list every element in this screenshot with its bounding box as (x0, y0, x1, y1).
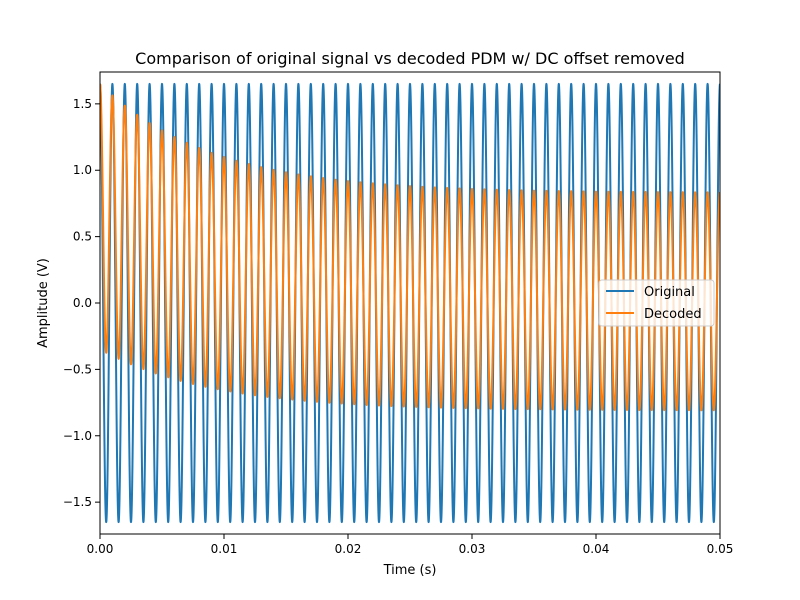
x-axis-label: Time (s) (383, 563, 437, 578)
y-tick-label: −1.0 (63, 429, 92, 443)
y-tick-label: 0.5 (73, 230, 92, 244)
x-tick-label: 0.02 (335, 542, 362, 556)
x-axis-ticks: 0.00 0.01 0.02 0.03 0.04 0.05 (87, 534, 734, 556)
x-tick-label: 0.05 (707, 542, 734, 556)
legend-label-original: Original (644, 285, 695, 300)
legend: Original Decoded (598, 279, 715, 327)
series-line-decoded (100, 83, 720, 412)
x-tick-label: 0.04 (583, 542, 610, 556)
legend-label-decoded: Decoded (644, 307, 702, 322)
series-line-original (100, 82, 720, 524)
x-tick-label: 0.01 (211, 542, 238, 556)
y-tick-label: −1.5 (63, 495, 92, 509)
y-axis-label: Amplitude (V) (36, 258, 51, 348)
y-tick-label: −0.5 (63, 362, 92, 376)
x-tick-label: 0.00 (87, 542, 114, 556)
chart-title: Comparison of original signal vs decoded… (135, 49, 685, 68)
x-tick-label: 0.03 (459, 542, 486, 556)
y-tick-label: 1.5 (73, 97, 92, 111)
y-axis-ticks: −1.5 −1.0 −0.5 0.0 0.5 1.0 1.5 (63, 97, 100, 509)
y-tick-label: 0.0 (73, 296, 92, 310)
series-layer (100, 82, 720, 524)
y-tick-label: 1.0 (73, 163, 92, 177)
